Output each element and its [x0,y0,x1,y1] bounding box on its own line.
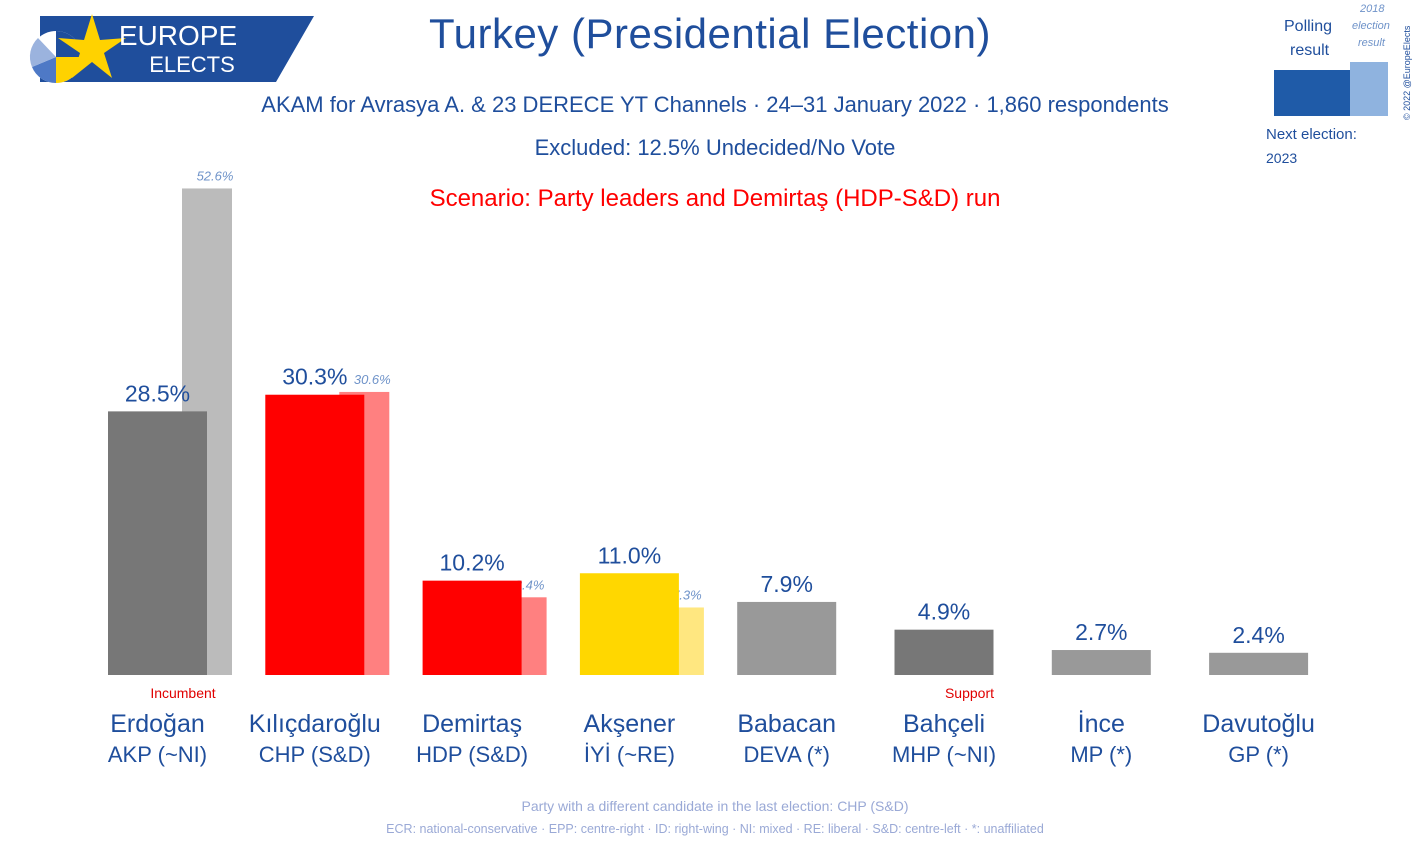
next-election-year: 2023 [1266,150,1298,166]
candidate-name-label: İnce [1078,709,1125,738]
candidate-name-label: Babacan [737,710,836,738]
party-label: İYİ (~RE) [584,742,675,767]
party-label: CHP (S&D) [259,742,371,767]
poll-value-label: 11.0% [598,542,662,568]
logo-text-europe: EUROPE [119,20,237,51]
poll-subtitle: AKAM for Avrasya A. & 23 DERECE YT Chann… [261,92,1169,117]
party-label: AKP (~NI) [108,742,207,767]
party-label: MP (*) [1070,742,1132,767]
party-label: GP (*) [1228,742,1289,767]
election-value-label: 30.6% [354,372,391,387]
election-value-label: 52.6% [197,168,234,183]
legend: Polling result 2018 election result © 20… [1262,0,1428,175]
annotation-label: Incumbent [150,685,215,701]
poll-value-label: 30.3% [282,364,347,390]
page-title: Turkey (Presidential Election) [429,10,991,57]
poll-value-label: 4.9% [918,599,970,625]
candidate-name-label: Kılıçdaroğlu [249,710,381,738]
legend-polling-label-2: result [1290,42,1330,59]
logo-banner [40,16,314,82]
europe-elects-logo: EUROPE ELECTS [29,14,314,83]
election-value-label: 8.4% [515,577,545,592]
poll-value-label: 28.5% [125,380,190,406]
legend-polling-label-1: Polling [1284,18,1333,35]
poll-bar [265,394,365,675]
legend-election-label-3: result [1358,37,1385,49]
poll-bar [108,411,207,675]
footer-groups: ECR: national-conservative · EPP: centre… [386,822,1044,836]
footer-note: Party with a different candidate in the … [521,798,909,814]
election-value-label: 7.3% [672,587,702,602]
legend-election-label-2: election [1352,20,1390,32]
party-label: MHP (~NI) [892,742,996,767]
legend-election-swatch [1350,62,1388,116]
excluded-note: Excluded: 12.5% Undecided/No Vote [534,135,896,160]
candidate-name-label: Akşener [584,710,676,738]
poll-value-label: 10.2% [439,550,504,576]
legend-copyright: © 2022 @EuropeElects [1402,25,1412,120]
logo-text-elects: ELECTS [149,52,235,77]
legend-election-label-1: 2018 [1360,3,1385,15]
bar-chart: 52.6% 28.5% Erdoğan AKP (~NI) 30.6% 30.3% Kılı… [108,168,1315,767]
poll-bar [579,573,679,675]
party-label: HDP (S&D) [416,742,528,767]
poll-bar [422,580,522,675]
poll-bar [1209,652,1309,675]
annotation-label: Support [945,685,994,701]
logo-star-icon [58,14,126,78]
candidate-name-label: Davutoğlu [1202,710,1315,738]
poll-value-label: 7.9% [760,571,812,597]
candidate-name-label: Erdoğan [110,710,205,738]
candidate-name-label: Demirtaş [422,710,522,738]
scenario-note: Scenario: Party leaders and Demirtaş (HD… [429,185,1001,212]
poll-bar [894,629,994,675]
poll-bar [1051,650,1151,675]
party-label: DEVA (*) [744,742,830,767]
poll-value-label: 2.7% [1075,619,1127,645]
candidate-name-label: Bahçeli [903,710,985,738]
next-election-label: Next election: [1266,126,1357,143]
poll-bar [737,601,837,675]
poll-value-label: 2.4% [1232,622,1284,648]
